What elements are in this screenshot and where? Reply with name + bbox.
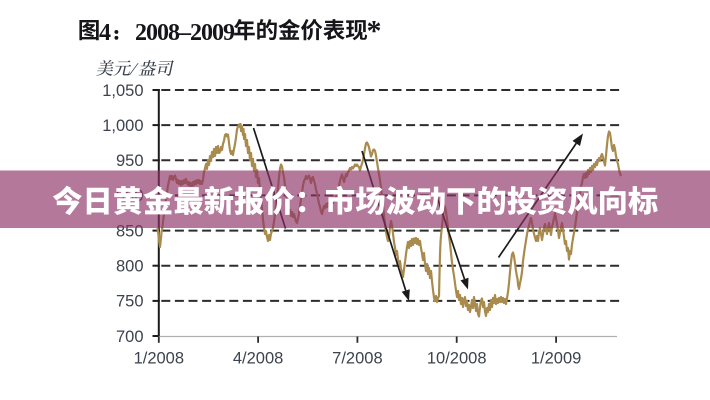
svg-text:10/2008: 10/2008 [427, 350, 487, 368]
svg-text:950: 950 [116, 152, 144, 170]
svg-text:*: * [367, 15, 382, 48]
svg-text:1,050: 1,050 [102, 82, 143, 100]
svg-text:800: 800 [116, 258, 144, 276]
svg-text:700: 700 [116, 328, 144, 346]
svg-text:4: 4 [99, 20, 111, 46]
svg-text:1,000: 1,000 [102, 117, 143, 135]
svg-text:2008–2009: 2008–2009 [135, 20, 235, 46]
svg-text:1/2008: 1/2008 [134, 350, 184, 368]
svg-text:1/2009: 1/2009 [531, 350, 581, 368]
svg-text:4/2008: 4/2008 [233, 350, 283, 368]
svg-text:7/2008: 7/2008 [332, 350, 382, 368]
svg-text:750: 750 [116, 293, 144, 311]
svg-text:/: / [128, 60, 140, 79]
